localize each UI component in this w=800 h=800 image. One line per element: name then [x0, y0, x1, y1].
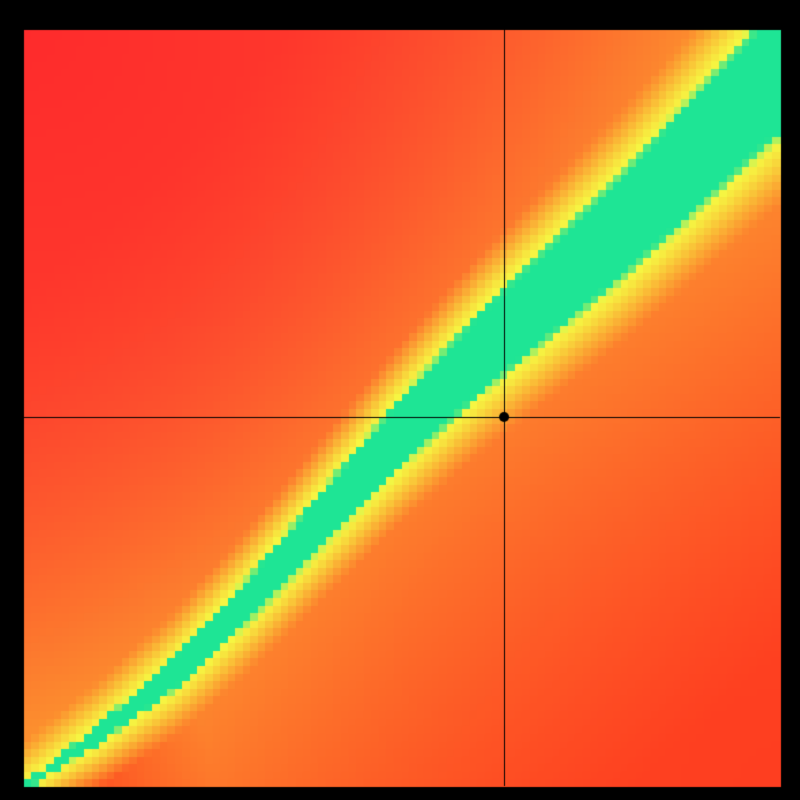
- bottleneck-heatmap: [0, 0, 800, 800]
